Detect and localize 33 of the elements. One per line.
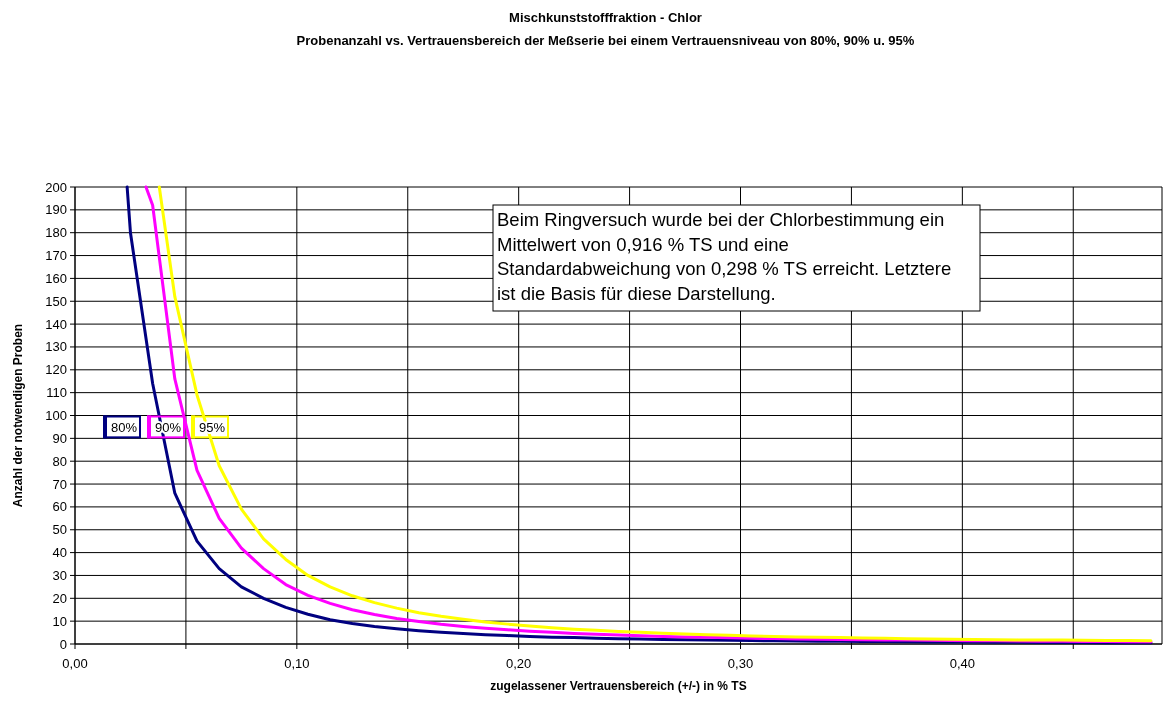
legend-label: 80% <box>111 419 138 435</box>
y-tick-label: 70 <box>52 476 67 492</box>
y-tick-label: 120 <box>45 362 67 378</box>
x-tick-label: 0,40 <box>949 656 975 671</box>
chart-subtitle: Probenanzahl vs. Vertrauensbereich der Meßserie bei einem Vertrauensniveau von 80%, 90% u. 95% <box>296 33 915 48</box>
y-tick-label: 160 <box>45 270 67 286</box>
y-tick-label: 150 <box>45 293 67 309</box>
y-tick-label: 110 <box>46 385 67 401</box>
y-tick-label: 20 <box>52 590 67 606</box>
y-tick-label: 190 <box>45 202 67 218</box>
y-tick-label: 50 <box>52 522 67 538</box>
y-tick-label: 90 <box>52 430 67 446</box>
annotation: Beim Ringversuch wurde bei der Chlorbestimmung ein Mittelwert von 0,916 % TS und eine Standardabweichung von 0,298 % TS erreicht. Letztere ist die Basis für diese Darstellung. <box>497 209 952 304</box>
y-tick-label: 170 <box>45 248 67 264</box>
y-tick-label: 10 <box>52 613 67 629</box>
chart-title: Mischkunststofffraktion - Chlor <box>509 10 702 25</box>
y-tick-label: 130 <box>45 339 67 355</box>
y-tick-label: 180 <box>45 225 67 241</box>
x-axis-title: zugelassener Vertrauensbereich (+/-) in % TS <box>490 679 747 693</box>
y-tick-label: 60 <box>52 499 67 515</box>
text-box: Beim Ringversuch wurde bei der Chlorbestimmung ein Mittelwert von 0,916 % TS und eine Standardabweichung von 0,298 % TS erreicht. Letztere ist die Basis für diese Darstellung. <box>492 204 981 312</box>
y-tick-label: 140 <box>45 316 67 332</box>
y-tick-label: 30 <box>52 567 67 583</box>
y-tick-label: 0 <box>59 636 67 652</box>
y-tick-label: 80 <box>52 453 67 469</box>
x-tick-label: 0,00 <box>62 656 88 671</box>
y-tick-label: 40 <box>52 545 67 561</box>
y-axis-title: Anzahl der notwendigen Proben <box>11 323 25 508</box>
y-tick-label: 100 <box>45 408 67 423</box>
x-tick-label: 0,30 <box>727 656 754 671</box>
x-tick-label: 0,10 <box>284 656 310 671</box>
x-tick-label: 0,20 <box>506 656 532 671</box>
y-tick-label: 200 <box>45 179 67 195</box>
